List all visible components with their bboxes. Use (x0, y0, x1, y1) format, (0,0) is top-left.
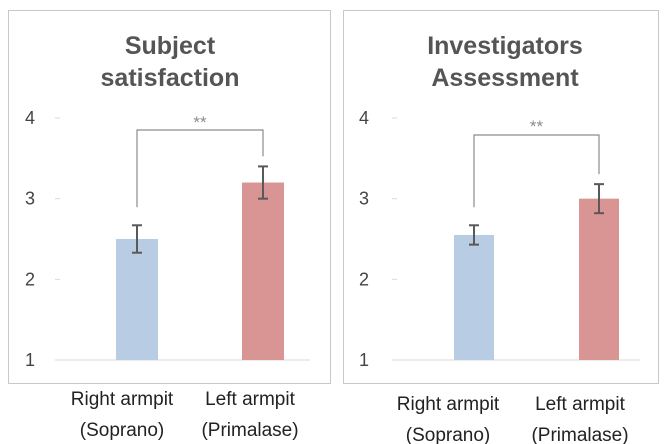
significance-label: ** (530, 117, 544, 136)
significance-bracket (136, 129, 264, 208)
bar (116, 239, 158, 360)
x-category-label: Left armpit (205, 389, 295, 410)
y-tick-label: 3 (25, 189, 35, 209)
chart-title-line: satisfaction (101, 64, 240, 92)
y-tick-label: 3 (359, 189, 369, 209)
chart-title-line: Investigators (427, 32, 583, 60)
x-category-label: (Primalase) (201, 420, 298, 441)
bar (242, 182, 284, 360)
y-tick-label: 2 (25, 269, 35, 289)
x-category-label: (Primalase) (531, 425, 628, 444)
bar (454, 234, 494, 360)
x-category-label: Right armpit (71, 389, 174, 410)
x-category-label: (Soprano) (406, 425, 491, 444)
chart-title-line: Subject (125, 32, 216, 60)
x-category-label: Left armpit (535, 394, 625, 415)
x-category-label: (Soprano) (80, 420, 165, 441)
bar (579, 198, 619, 360)
y-tick-label: 1 (359, 350, 369, 370)
x-category-label: Right armpit (397, 394, 500, 415)
y-tick-label: 1 (25, 350, 35, 370)
y-tick-label: 4 (25, 108, 35, 128)
y-tick-label: 2 (359, 269, 369, 289)
significance-label: ** (193, 113, 207, 132)
y-tick-label: 4 (359, 108, 369, 128)
significance-bracket (473, 134, 600, 208)
chart-title-line: Assessment (431, 64, 579, 92)
